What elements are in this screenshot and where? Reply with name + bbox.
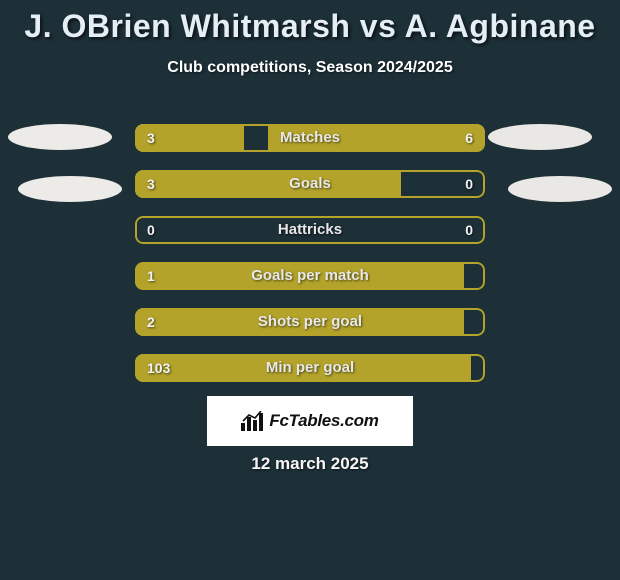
subtitle: Club competitions, Season 2024/2025 <box>0 59 620 77</box>
stat-row: 103Min per goal <box>135 354 485 382</box>
player-oval-left <box>8 124 112 150</box>
stat-row: 1Goals per match <box>135 262 485 290</box>
stat-label: Shots per goal <box>135 308 485 336</box>
stat-row: 30Goals <box>135 170 485 198</box>
logo-text: FcTables.com <box>269 411 378 431</box>
bar-chart-icon <box>241 411 263 431</box>
stat-label: Matches <box>135 124 485 152</box>
player-oval-right <box>488 124 592 150</box>
page-title: J. OBrien Whitmarsh vs A. Agbinane <box>0 0 620 45</box>
stat-row: 00Hattricks <box>135 216 485 244</box>
logo-box: FcTables.com <box>207 396 413 446</box>
stat-label: Goals <box>135 170 485 198</box>
stat-label: Min per goal <box>135 354 485 382</box>
player-oval-right <box>508 176 612 202</box>
stat-row: 2Shots per goal <box>135 308 485 336</box>
stat-label: Hattricks <box>135 216 485 244</box>
stat-label: Goals per match <box>135 262 485 290</box>
comparison-infographic: J. OBrien Whitmarsh vs A. Agbinane Club … <box>0 0 620 580</box>
player-oval-left <box>18 176 122 202</box>
stat-row: 36Matches <box>135 124 485 152</box>
stats-panel: 36Matches 30Goals 00Hattricks 1Goals per ma… <box>135 124 485 400</box>
date-label: 12 march 2025 <box>0 454 620 474</box>
